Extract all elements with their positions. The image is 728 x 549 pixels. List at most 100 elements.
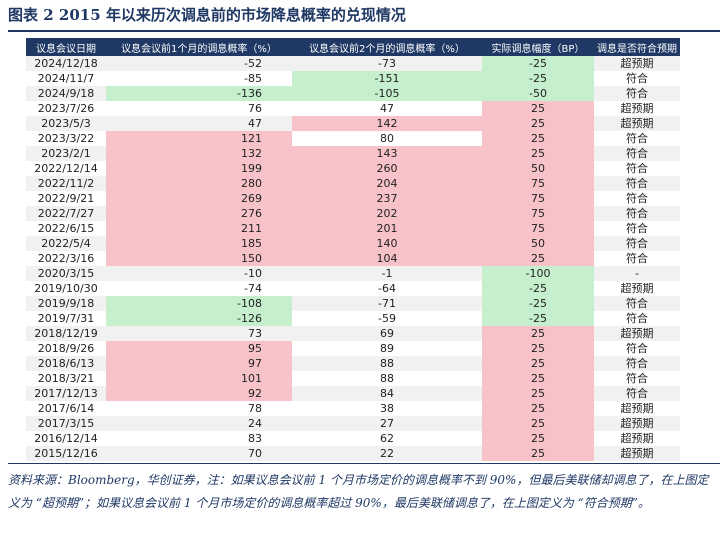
- header-prob-2m: 议息会议前2个月的调息概率（%）: [292, 38, 482, 56]
- cell-prob-2m: 89: [380, 342, 394, 355]
- cell-actual-bp: 75: [482, 176, 594, 191]
- cell-prob-2m: 260: [292, 161, 482, 176]
- cell-date: 2018/6/13: [26, 356, 106, 371]
- cell-actual-bp: 25: [482, 251, 594, 266]
- cell-date: 2019/10/30: [34, 282, 98, 295]
- table-row: 2024/12/18 -52 -73 -25 超预期: [26, 56, 680, 71]
- title-divider: [8, 30, 720, 32]
- cell-actual-bp: 25: [482, 401, 594, 416]
- rate-probability-table: 议息会议日期 议息会议前1个月的调息概率（%） 议息会议前2个月的调息概率（%）…: [26, 38, 680, 461]
- table-row: 2018/9/26 95 89 25 符合: [26, 341, 680, 356]
- cell-actual-bp: 50: [482, 236, 594, 251]
- cell-expectation: 符合: [594, 386, 680, 401]
- cell-expectation: 符合: [626, 372, 648, 385]
- table-row: 2017/12/13 92 84 25 符合: [26, 386, 680, 401]
- cell-actual-bp: 25: [482, 356, 594, 371]
- cell-prob-1m: 95: [106, 341, 292, 356]
- cell-prob-2m: -71: [292, 296, 482, 311]
- table-row: 2018/12/19 73 69 25 超预期: [26, 326, 680, 341]
- cell-prob-1m: -74: [244, 282, 262, 295]
- cell-actual-bp: -25: [482, 311, 594, 326]
- table-bottom-divider: [8, 463, 720, 464]
- cell-expectation: 符合: [626, 192, 648, 205]
- cell-actual-bp: -25: [482, 71, 594, 86]
- cell-expectation: 超预期: [594, 446, 680, 461]
- cell-prob-2m: 237: [292, 191, 482, 206]
- table-row: 2022/12/14 199 260 50 符合: [26, 161, 680, 176]
- cell-expectation: 符合: [626, 222, 648, 235]
- cell-prob-2m: 88: [380, 372, 394, 385]
- cell-prob-2m: 47: [380, 102, 394, 115]
- cell-expectation: 符合: [594, 296, 680, 311]
- table-row: 2022/9/21 269 237 75 符合: [26, 191, 680, 206]
- cell-date: 2023/2/1: [26, 146, 106, 161]
- cell-prob-1m: 132: [106, 146, 292, 161]
- cell-date: 2018/9/26: [37, 342, 95, 355]
- header-prob-1m: 议息会议前1个月的调息概率（%）: [106, 38, 292, 56]
- table-row: 2023/7/26 76 47 25 超预期: [26, 101, 680, 116]
- cell-actual-bp: 25: [482, 371, 594, 386]
- cell-expectation: 超预期: [620, 432, 654, 445]
- table-row: 2015/12/16 70 22 25 超预期: [26, 446, 680, 461]
- cell-prob-1m: 101: [106, 371, 292, 386]
- cell-prob-2m: 84: [292, 386, 482, 401]
- cell-date: 2024/12/18: [26, 56, 106, 71]
- cell-prob-2m: 104: [292, 251, 482, 266]
- cell-prob-2m: 38: [380, 402, 394, 415]
- cell-expectation: 符合: [626, 162, 648, 175]
- cell-expectation: 符合: [626, 342, 648, 355]
- cell-actual-bp: 25: [482, 146, 594, 161]
- cell-prob-1m: 121: [106, 131, 292, 146]
- cell-prob-1m: 269: [106, 191, 292, 206]
- cell-prob-2m: -151: [292, 71, 482, 86]
- cell-prob-1m: 97: [106, 356, 292, 371]
- cell-prob-2m: 204: [292, 176, 482, 191]
- table-header-row: 议息会议日期 议息会议前1个月的调息概率（%） 议息会议前2个月的调息概率（%）…: [26, 38, 680, 56]
- cell-date: 2022/5/4: [26, 236, 106, 251]
- cell-date: 2024/9/18: [26, 86, 106, 101]
- cell-prob-1m: 70: [106, 446, 292, 461]
- cell-date: 2016/12/14: [34, 432, 98, 445]
- table-row: 2022/3/16 150 104 25 符合: [26, 251, 680, 266]
- cell-date: 2023/5/3: [26, 116, 106, 131]
- table-row: 2016/12/14 83 62 25 超预期: [26, 431, 680, 446]
- table-row: 2023/3/22 121 80 25 符合: [26, 131, 680, 146]
- cell-actual-bp: -25: [482, 56, 594, 71]
- cell-prob-1m: 185: [106, 236, 292, 251]
- cell-actual-bp: -25: [482, 281, 594, 296]
- cell-prob-1m: 280: [106, 176, 292, 191]
- figure-title: 图表 2 2015 年以来历次调息前的市场降息概率的兑现情况: [8, 6, 406, 24]
- cell-expectation: -: [594, 266, 680, 281]
- cell-expectation: 超预期: [594, 116, 680, 131]
- cell-expectation: 符合: [626, 312, 648, 325]
- cell-actual-bp: 25: [482, 326, 594, 341]
- cell-prob-2m: -1: [292, 266, 482, 281]
- cell-date: 2023/3/22: [37, 132, 95, 145]
- cell-date: 2022/7/27: [26, 206, 106, 221]
- cell-prob-1m: -85: [244, 72, 262, 85]
- table-row: 2024/11/7 -85 -151 -25 符合: [26, 71, 680, 86]
- cell-actual-bp: -25: [482, 296, 594, 311]
- cell-expectation: 符合: [594, 236, 680, 251]
- table-row: 2019/9/18 -108 -71 -25 符合: [26, 296, 680, 311]
- cell-prob-2m: 22: [292, 446, 482, 461]
- cell-actual-bp: 25: [482, 446, 594, 461]
- cell-actual-bp: 25: [482, 416, 594, 431]
- cell-date: 2023/7/26: [37, 102, 95, 115]
- cell-date: 2018/3/21: [37, 372, 95, 385]
- cell-prob-2m: 140: [292, 236, 482, 251]
- table-row: 2023/5/3 47 142 25 超预期: [26, 116, 680, 131]
- cell-prob-1m: 83: [248, 432, 262, 445]
- cell-date: 2017/3/15: [26, 416, 106, 431]
- table-row: 2018/6/13 97 88 25 符合: [26, 356, 680, 371]
- cell-expectation: 超预期: [594, 416, 680, 431]
- cell-prob-1m: 24: [106, 416, 292, 431]
- cell-date: 2022/3/16: [37, 252, 95, 265]
- cell-date: 2020/3/15: [26, 266, 106, 281]
- cell-expectation: 符合: [626, 72, 648, 85]
- cell-prob-2m: -73: [292, 56, 482, 71]
- cell-date: 2022/12/14: [34, 162, 98, 175]
- table-row: 2017/6/14 78 38 25 超预期: [26, 401, 680, 416]
- cell-prob-2m: 142: [292, 116, 482, 131]
- cell-prob-2m: 143: [292, 146, 482, 161]
